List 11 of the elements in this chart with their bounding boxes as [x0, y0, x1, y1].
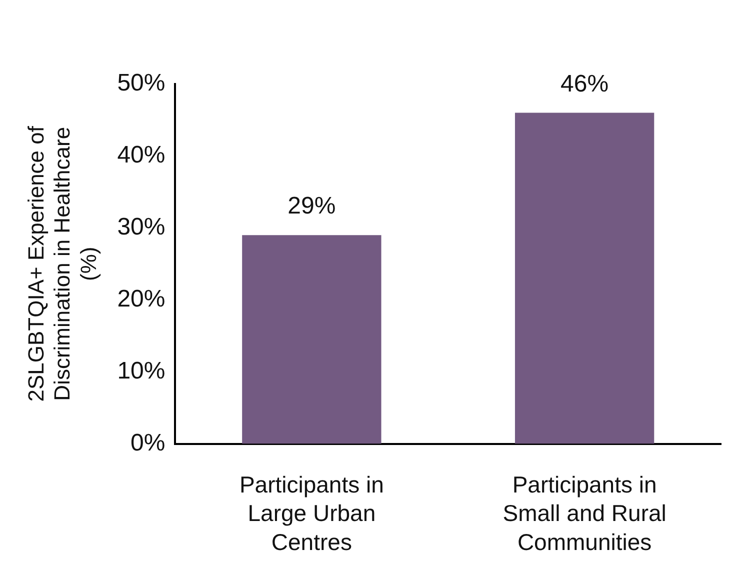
- y-tick-label: 10%: [117, 357, 166, 384]
- x-tick-label: Participants in Large Urban Centres: [239, 471, 384, 555]
- y-tick-label: 40%: [117, 142, 166, 169]
- y-tick-label: 0%: [130, 429, 166, 456]
- x-tick-label: Participants in Small and Rural Communities: [502, 471, 666, 555]
- data-label: 29%: [288, 192, 336, 220]
- y-tick-label: 30%: [117, 214, 166, 241]
- y-tick-label: 20%: [117, 285, 166, 312]
- y-axis-title: 2SLGBTQIA+ Experience of Discrimination in Healthcare (%): [23, 125, 102, 402]
- y-tick-label: 50%: [117, 70, 166, 97]
- data-label: 46%: [560, 70, 609, 98]
